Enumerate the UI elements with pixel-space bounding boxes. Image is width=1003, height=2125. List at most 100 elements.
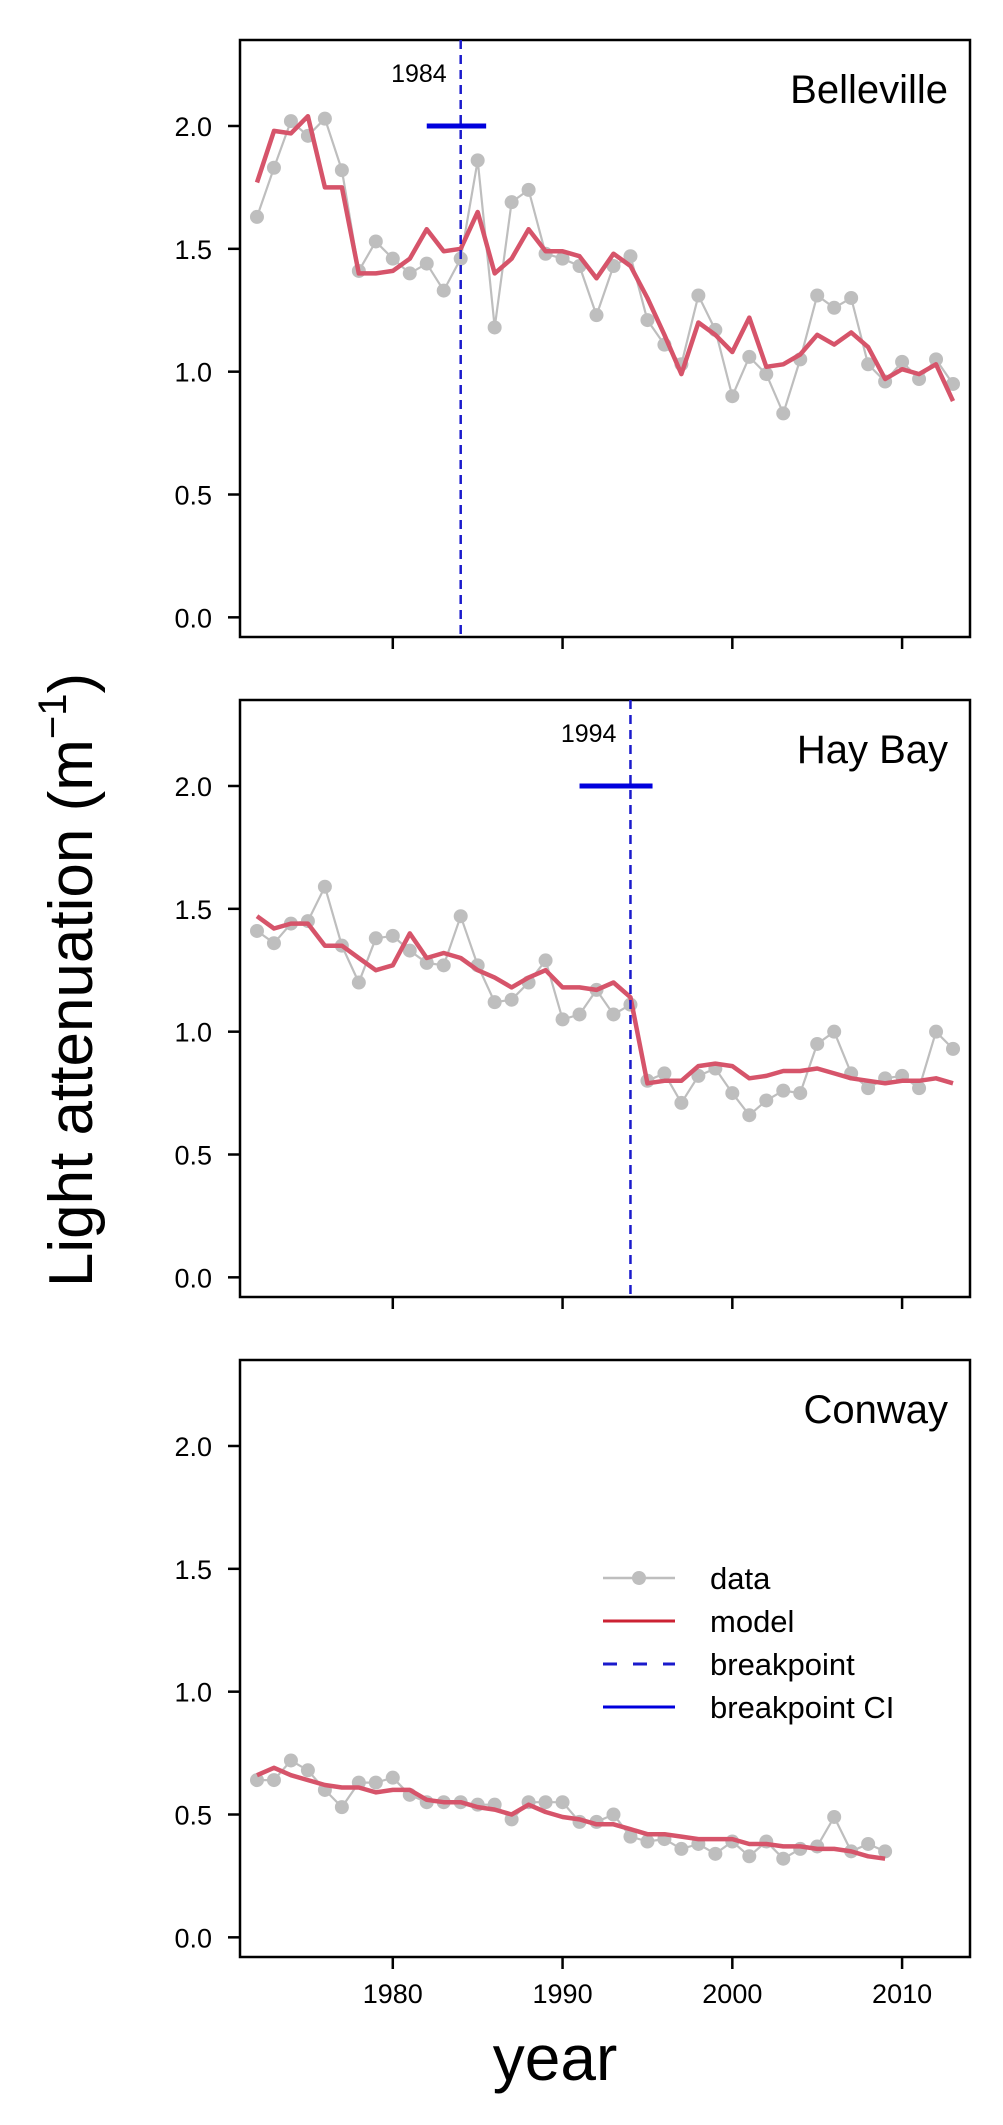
data-point	[317, 111, 332, 126]
data-point	[827, 1809, 842, 1824]
data-point	[640, 1834, 655, 1849]
data-point	[674, 1841, 689, 1856]
data-point	[555, 1795, 570, 1810]
data-point	[861, 1081, 876, 1096]
data-point	[929, 352, 944, 367]
data-point	[334, 1800, 349, 1815]
y-tick-label: 2.0	[174, 772, 212, 802]
data-point	[385, 1770, 400, 1785]
data-point	[623, 1829, 638, 1844]
data-point	[470, 153, 485, 168]
data-point	[368, 1775, 383, 1790]
data-point	[725, 389, 740, 404]
panel-title: Belleville	[790, 68, 948, 112]
data-point	[419, 256, 434, 271]
data-point	[249, 209, 264, 224]
data-point	[572, 1007, 587, 1022]
breakpoint-label: 1994	[561, 720, 617, 748]
y-tick-label: 2.0	[174, 1432, 212, 1462]
series-data-line	[256, 883, 954, 1117]
series-model-line	[255, 914, 954, 1086]
data-point	[538, 953, 553, 968]
breakpoint-label: 1984	[391, 60, 447, 88]
data-point	[844, 290, 859, 305]
data-point	[606, 1807, 621, 1822]
data-point	[249, 923, 264, 938]
data-point	[334, 163, 349, 178]
data-point	[810, 1036, 825, 1051]
data-point	[827, 1024, 842, 1039]
data-point	[436, 958, 451, 973]
data-point	[776, 1083, 791, 1098]
data-point	[504, 1812, 519, 1827]
legend-label: data	[710, 1561, 771, 1596]
y-axis-title-close: )	[37, 673, 106, 694]
data-point	[657, 1066, 672, 1081]
data-point	[946, 376, 961, 391]
data-point	[351, 975, 366, 990]
y-tick-label: 1.0	[174, 1018, 212, 1048]
y-tick-label: 0.5	[174, 1141, 212, 1171]
y-tick-label: 1.5	[174, 1555, 212, 1585]
x-tick-label: 1990	[533, 1979, 593, 2009]
data-point	[521, 182, 536, 197]
data-point	[402, 943, 417, 958]
data-point	[929, 1024, 944, 1039]
panel-frame	[238, 1358, 972, 1959]
panel-title: Conway	[803, 1388, 948, 1432]
data-point	[555, 1012, 570, 1027]
x-axis-title: year	[493, 2022, 618, 2094]
panel-hay-bay: 0.0 0.5 1.0 1.5 2.0 1994 Hay Bay	[174, 698, 972, 1309]
y-tick-label: 0.5	[174, 481, 212, 511]
data-point	[283, 114, 298, 129]
series-model-line	[256, 1765, 886, 1861]
legend: data model breakpoint breakpoint CI	[603, 1561, 894, 1725]
data-point	[810, 288, 825, 303]
data-point	[487, 995, 502, 1010]
data-point	[385, 251, 400, 266]
data-point	[895, 354, 910, 369]
data-point	[504, 992, 519, 1007]
data-point	[946, 1041, 961, 1056]
data-point	[912, 372, 927, 387]
data-point	[776, 406, 791, 421]
y-tick-label: 1.5	[174, 235, 212, 265]
y-tick-label: 0.0	[174, 1923, 212, 1953]
data-point	[912, 1081, 927, 1096]
x-tick-label: 2010	[872, 1979, 932, 2009]
x-tick-label: 2000	[702, 1979, 762, 2009]
panel-belleville: 0.0 0.5 1.0 1.5 2.0 1984 Belleville	[174, 38, 972, 649]
data-point	[742, 1108, 757, 1123]
legend-label: breakpoint CI	[710, 1690, 894, 1725]
data-point	[742, 349, 757, 364]
panel-title: Hay Bay	[797, 728, 948, 772]
data-point	[266, 1773, 281, 1788]
y-tick-label: 0.5	[174, 1801, 212, 1831]
data-point	[861, 357, 876, 372]
y-tick-label: 1.0	[174, 358, 212, 388]
data-point	[538, 1795, 553, 1810]
data-point	[691, 1068, 706, 1083]
data-point	[793, 1086, 808, 1101]
y-axis-title-superscript: −1	[31, 694, 75, 740]
data-point	[317, 879, 332, 894]
data-point	[249, 1773, 264, 1788]
data-point	[759, 1093, 774, 1108]
data-point	[708, 1846, 723, 1861]
data-point	[878, 1844, 893, 1859]
data-point	[555, 251, 570, 266]
data-point	[742, 1849, 757, 1864]
y-tick-label: 0.0	[174, 603, 212, 633]
series-model-line	[254, 113, 956, 403]
data-point	[453, 909, 468, 924]
data-point	[725, 1086, 740, 1101]
data-point	[623, 249, 638, 264]
data-point	[283, 1753, 298, 1768]
legend-label: model	[710, 1604, 794, 1639]
data-point	[691, 288, 706, 303]
panel-conway: 0.0 0.5 1.0 1.5 2.0 1980 1990 2000 2010 Conway	[174, 1358, 972, 2009]
legend-data-marker	[632, 1571, 646, 1585]
y-tick-label: 1.0	[174, 1678, 212, 1708]
legend-label: breakpoint	[710, 1647, 855, 1682]
